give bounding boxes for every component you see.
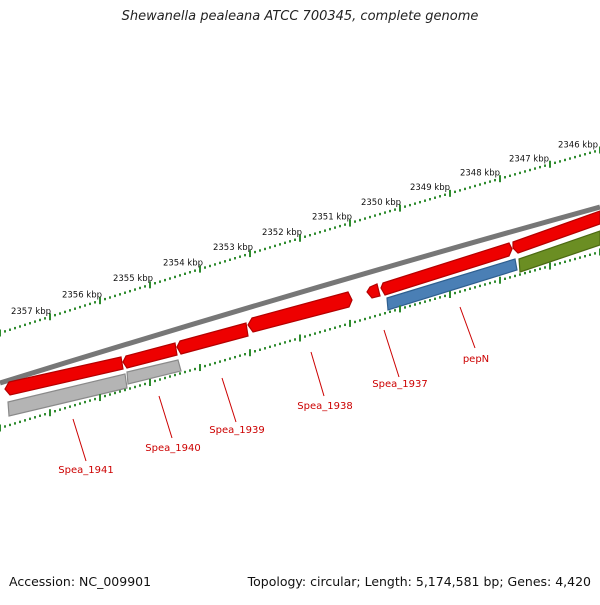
kbp-label: 2356 kbp — [62, 290, 102, 300]
map-title: Shewanella pealeana ATCC 700345, complet… — [121, 9, 479, 24]
gene-spea-1937[interactable] — [380, 242, 513, 296]
gene-spea-1940-grey[interactable] — [126, 359, 182, 385]
outer-tick-track — [0, 146, 600, 337]
kbp-label-track: 2346 kbp 2347 kbp 2348 kbp 2349 kbp 2350 kbp… — [11, 140, 598, 317]
kbp-label: 2347 kbp — [509, 154, 549, 164]
gene-seg-right[interactable] — [512, 210, 600, 254]
genome-backbone — [0, 204, 600, 386]
gene-seg-right-green[interactable] — [518, 230, 600, 273]
gene-track — [4, 210, 600, 417]
gene-pepn[interactable] — [386, 258, 518, 311]
inner-tick-track — [0, 248, 600, 432]
gene-label-track: Spea_1937 pepN Spea_1938 Spea_1939 Spea_1940… — [58, 306, 489, 476]
kbp-label: 2351 kbp — [312, 213, 352, 223]
kbp-label: 2348 kbp — [460, 169, 500, 179]
gene-label-leader — [459, 306, 476, 349]
gene-label-leader — [221, 377, 237, 423]
gene-label-spea-1941[interactable]: Spea_1941 — [58, 465, 113, 476]
kbp-label: 2353 kbp — [213, 243, 253, 253]
gene-spea-1941[interactable] — [4, 356, 124, 396]
gene-label-leader — [310, 351, 325, 397]
gene-spea-1938[interactable] — [247, 291, 353, 333]
kbp-label: 2355 kbp — [113, 274, 153, 284]
gene-label-spea-1937[interactable]: Spea_1937 — [372, 379, 427, 390]
gene-label-leader — [158, 395, 173, 439]
gene-spea-1941-grey[interactable] — [7, 373, 128, 417]
accession-text: Accession: NC_009901 — [9, 574, 152, 589]
topology-text: Topology: circular; Length: 5,174,581 bp… — [247, 574, 591, 589]
gene-spea-1940[interactable] — [122, 342, 178, 369]
kbp-label: 2357 kbp — [11, 307, 51, 317]
gene-label-pepn[interactable]: pepN — [463, 354, 489, 365]
gene-label-leader — [72, 418, 87, 462]
kbp-label: 2354 kbp — [163, 258, 203, 268]
gene-label-spea-1938[interactable]: Spea_1938 — [297, 401, 352, 412]
gene-small-red[interactable] — [366, 283, 381, 299]
gene-label-spea-1940[interactable]: Spea_1940 — [145, 443, 200, 454]
kbp-label: 2352 kbp — [262, 228, 302, 238]
kbp-label: 2346 kbp — [558, 140, 598, 150]
gene-label-spea-1939[interactable]: Spea_1939 — [209, 425, 264, 436]
kbp-label: 2349 kbp — [410, 183, 450, 193]
kbp-label: 2350 kbp — [361, 198, 401, 208]
gene-label-leader — [383, 329, 400, 378]
gene-spea-1939[interactable] — [176, 322, 249, 355]
